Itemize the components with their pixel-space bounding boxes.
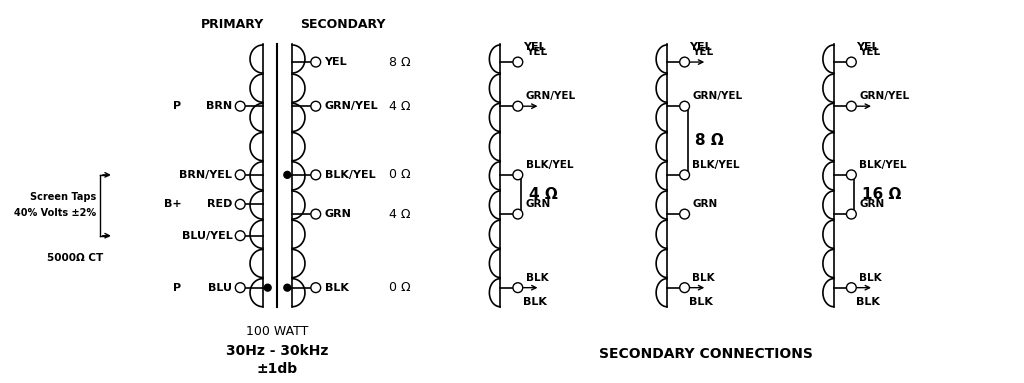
Circle shape <box>513 101 522 111</box>
Circle shape <box>311 57 321 67</box>
Circle shape <box>284 284 291 291</box>
Circle shape <box>680 283 689 293</box>
Circle shape <box>236 231 245 241</box>
Text: 5000Ω CT: 5000Ω CT <box>47 253 103 263</box>
Text: BLK: BLK <box>689 298 714 308</box>
Text: BLK: BLK <box>325 283 348 293</box>
Circle shape <box>847 57 856 67</box>
Text: 0 Ω: 0 Ω <box>389 281 411 294</box>
Text: GRN: GRN <box>859 199 885 209</box>
Circle shape <box>513 170 522 180</box>
Circle shape <box>847 283 856 293</box>
Text: YEL: YEL <box>689 42 712 52</box>
Circle shape <box>311 283 321 293</box>
Circle shape <box>264 284 271 291</box>
Text: BLK/YEL: BLK/YEL <box>525 160 573 170</box>
Text: YEL: YEL <box>522 42 546 52</box>
Text: BLK: BLK <box>525 273 548 283</box>
Text: SECONDARY: SECONDARY <box>300 18 386 31</box>
Circle shape <box>680 101 689 111</box>
Text: GRN/YEL: GRN/YEL <box>859 91 909 101</box>
Circle shape <box>284 172 291 178</box>
Text: 4 Ω: 4 Ω <box>389 100 411 113</box>
Text: YEL: YEL <box>856 42 879 52</box>
Text: RED: RED <box>207 199 232 209</box>
Circle shape <box>680 170 689 180</box>
Circle shape <box>847 209 856 219</box>
Text: B+: B+ <box>164 199 181 209</box>
Text: 100 WATT: 100 WATT <box>247 325 308 338</box>
Text: YEL: YEL <box>859 47 881 57</box>
Text: 4 Ω: 4 Ω <box>528 187 557 202</box>
Text: YEL: YEL <box>325 57 347 67</box>
Text: SECONDARY CONNECTIONS: SECONDARY CONNECTIONS <box>599 347 813 360</box>
Text: BLU/YEL: BLU/YEL <box>181 231 232 241</box>
Text: BLK: BLK <box>856 298 881 308</box>
Text: P: P <box>173 101 181 111</box>
Text: PRIMARY: PRIMARY <box>201 18 264 31</box>
Circle shape <box>513 209 522 219</box>
Text: 40% Volts ±2%: 40% Volts ±2% <box>14 208 96 218</box>
Text: 8 Ω: 8 Ω <box>389 56 411 69</box>
Circle shape <box>847 101 856 111</box>
Text: Screen Taps: Screen Taps <box>30 192 96 203</box>
Circle shape <box>311 209 321 219</box>
Text: P: P <box>173 283 181 293</box>
Text: 4 Ω: 4 Ω <box>389 208 411 221</box>
Text: YEL: YEL <box>525 47 547 57</box>
Text: 0 Ω: 0 Ω <box>389 169 411 182</box>
Text: BLK: BLK <box>522 298 547 308</box>
Circle shape <box>311 170 321 180</box>
Circle shape <box>236 101 245 111</box>
Text: BRN: BRN <box>206 101 232 111</box>
Text: BLU: BLU <box>208 283 232 293</box>
Text: YEL: YEL <box>692 47 714 57</box>
Text: BRN/YEL: BRN/YEL <box>179 170 232 180</box>
Text: BLK/YEL: BLK/YEL <box>325 170 375 180</box>
Text: GRN: GRN <box>525 199 551 209</box>
Circle shape <box>680 209 689 219</box>
Text: GRN: GRN <box>325 209 351 219</box>
Text: GRN/YEL: GRN/YEL <box>325 101 378 111</box>
Text: BLK: BLK <box>859 273 882 283</box>
Text: GRN: GRN <box>692 199 718 209</box>
Circle shape <box>236 200 245 209</box>
Circle shape <box>236 283 245 293</box>
Text: BLK/YEL: BLK/YEL <box>692 160 740 170</box>
Text: GRN/YEL: GRN/YEL <box>525 91 575 101</box>
Text: 30Hz - 30kHz: 30Hz - 30kHz <box>226 344 329 358</box>
Text: BLK/YEL: BLK/YEL <box>859 160 906 170</box>
Text: 8 Ω: 8 Ω <box>695 133 724 148</box>
Circle shape <box>847 170 856 180</box>
Circle shape <box>236 170 245 180</box>
Circle shape <box>513 283 522 293</box>
Circle shape <box>311 101 321 111</box>
Text: GRN/YEL: GRN/YEL <box>692 91 742 101</box>
Text: ±1db: ±1db <box>257 362 298 376</box>
Text: BLK: BLK <box>692 273 715 283</box>
Text: 16 Ω: 16 Ω <box>862 187 901 202</box>
Circle shape <box>680 57 689 67</box>
Circle shape <box>513 57 522 67</box>
